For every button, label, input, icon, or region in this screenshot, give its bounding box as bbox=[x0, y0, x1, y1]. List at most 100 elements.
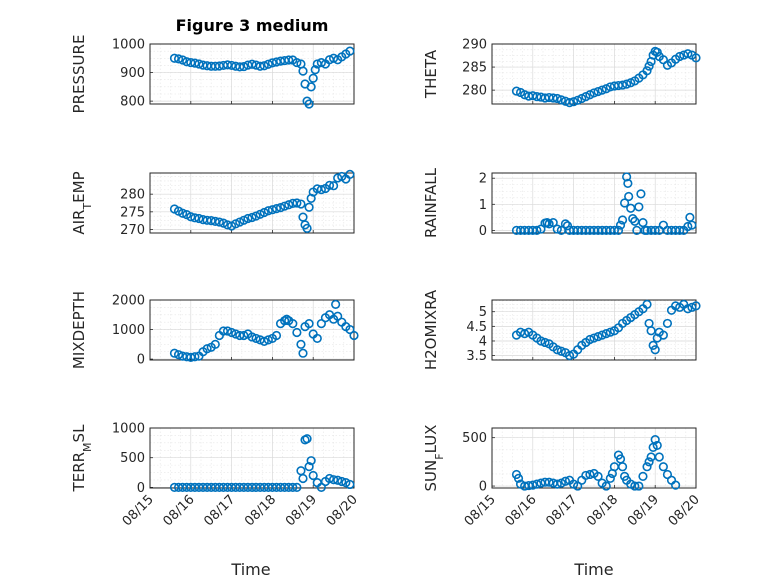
y-tick-label: 4.5 bbox=[466, 320, 487, 335]
x-tick-label: 08/18 bbox=[584, 492, 621, 529]
data-point bbox=[636, 189, 646, 199]
data-point bbox=[169, 53, 180, 63]
x-tick-label: 08/17 bbox=[201, 492, 238, 529]
data-point bbox=[194, 213, 204, 224]
data-point bbox=[218, 326, 229, 336]
data-point bbox=[243, 213, 253, 224]
data-point bbox=[304, 319, 314, 329]
data-point bbox=[560, 476, 571, 486]
data-point bbox=[310, 65, 320, 75]
data-point bbox=[552, 479, 562, 489]
data-point bbox=[306, 456, 316, 466]
axes-frame bbox=[491, 427, 697, 489]
x-tick-label: 08/16 bbox=[161, 492, 198, 529]
x-tick-label: 08/15 bbox=[462, 492, 499, 529]
y-tick-label: 285 bbox=[462, 61, 487, 76]
data-point bbox=[312, 333, 322, 344]
x-tick-label: 08/18 bbox=[242, 492, 279, 529]
x-axis-label-left: Time bbox=[230, 560, 270, 579]
y-tick-label: 900 bbox=[120, 66, 145, 81]
data-point bbox=[556, 95, 566, 105]
data-point bbox=[622, 172, 632, 182]
subplot-h2omixra: 3.544.55 H2OMIXRA bbox=[422, 289, 701, 370]
data-point bbox=[687, 302, 697, 312]
data-point bbox=[650, 435, 660, 445]
data-point bbox=[333, 475, 343, 485]
data-point bbox=[552, 93, 562, 104]
data-point bbox=[536, 336, 546, 346]
y-tick-label: 3.5 bbox=[466, 349, 487, 364]
x-axis-label-right: Time bbox=[573, 560, 613, 579]
y-tick-label: 0 bbox=[137, 481, 145, 496]
data-point bbox=[615, 220, 626, 230]
data-point bbox=[222, 326, 233, 336]
plot-area bbox=[149, 43, 355, 105]
data-point bbox=[642, 462, 652, 472]
data-point bbox=[263, 59, 273, 69]
data-point bbox=[658, 330, 668, 340]
data-point bbox=[593, 86, 603, 97]
data-point bbox=[613, 225, 624, 235]
data-point bbox=[544, 477, 554, 487]
data-point bbox=[652, 440, 662, 451]
data-point bbox=[634, 202, 644, 212]
data-point bbox=[609, 225, 620, 235]
data-point bbox=[605, 473, 615, 483]
data-point bbox=[308, 470, 318, 481]
data-point bbox=[267, 58, 278, 68]
data-point bbox=[593, 331, 603, 342]
subplot-pressure: 800 900 1000 PRESSURE bbox=[70, 35, 355, 113]
data-point bbox=[282, 314, 292, 324]
data-point bbox=[581, 470, 591, 481]
data-point bbox=[280, 316, 290, 326]
data-point bbox=[235, 330, 245, 341]
data-point bbox=[214, 217, 224, 227]
y-tick-label: 2 bbox=[479, 172, 487, 187]
data-point bbox=[302, 223, 312, 234]
data-point bbox=[593, 471, 603, 481]
data-point bbox=[292, 482, 302, 493]
subplot-sun-flux: 0 500 08/15 08/16 08/17 08/18 08/19 08/20 SUNFLU… bbox=[422, 425, 703, 530]
data-point bbox=[511, 86, 522, 96]
data-point bbox=[683, 221, 693, 232]
data-point bbox=[247, 332, 257, 342]
subplot-air-temp: 270 275 280 AIRTEMP bbox=[70, 169, 355, 238]
data-point bbox=[597, 85, 607, 95]
data-point bbox=[263, 206, 273, 216]
data-point bbox=[275, 202, 286, 213]
y-axis-label-7: SUNFLUX bbox=[422, 425, 446, 492]
data-point bbox=[316, 184, 326, 195]
data-point bbox=[284, 200, 294, 210]
data-point bbox=[345, 479, 355, 490]
data-point bbox=[329, 181, 339, 191]
subplot-terr-msl: 0 500 1000 08/15 08/16 08/17 08/18 08/19 08/20 TE… bbox=[70, 422, 361, 530]
y-tick-label: 2000 bbox=[112, 294, 145, 309]
data-point bbox=[617, 215, 628, 225]
data-point bbox=[259, 336, 269, 346]
data-point bbox=[302, 434, 312, 444]
data-point bbox=[306, 82, 316, 92]
data-point bbox=[231, 329, 241, 339]
data-point bbox=[190, 352, 200, 362]
x-tick-label: 08/19 bbox=[625, 492, 662, 529]
data-point bbox=[691, 301, 701, 311]
y-axis-label-4: MIXDEPTH bbox=[70, 291, 88, 369]
data-point bbox=[210, 216, 220, 226]
data-point bbox=[585, 334, 595, 345]
data-point bbox=[597, 330, 607, 340]
data-point bbox=[564, 98, 575, 108]
y-tick-label: 0 bbox=[479, 224, 487, 239]
y-axis-label-5: H2OMIXRA bbox=[422, 289, 440, 370]
data-point bbox=[683, 304, 693, 314]
data-point bbox=[298, 66, 308, 76]
y-tick-label: 1000 bbox=[112, 38, 145, 53]
data-point bbox=[173, 350, 184, 360]
data-point bbox=[292, 327, 302, 338]
y-tick-label: 270 bbox=[120, 223, 145, 238]
figure-title: Figure 3 medium bbox=[176, 16, 329, 35]
data-point bbox=[623, 178, 633, 189]
data-point bbox=[532, 479, 542, 489]
y-axis-label-3: RAINFALL bbox=[422, 167, 440, 238]
x-tick-label: 08/20 bbox=[324, 492, 361, 529]
